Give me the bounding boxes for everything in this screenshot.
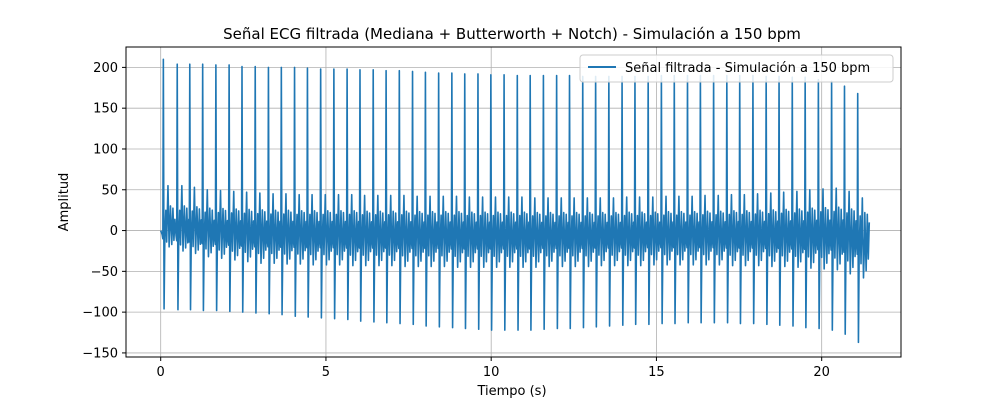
- series-line-signal: [159, 58, 871, 344]
- legend-entry-signal: Señal filtrada - Simulación a 150 bpm: [625, 61, 870, 76]
- y-axis-ticks: −150 −100 −50 0 50 100 150 200: [82, 61, 126, 361]
- y-tick-label: −150: [82, 346, 118, 361]
- y-tick-label: 50: [101, 183, 118, 198]
- plot-area: [159, 58, 871, 344]
- y-axis-label: Amplitud: [57, 173, 72, 232]
- x-axis-label: Tiempo (s): [476, 384, 546, 399]
- legend: Señal filtrada - Simulación a 150 bpm: [579, 54, 894, 83]
- y-tick-label: −100: [82, 306, 118, 321]
- y-tick-label: −50: [91, 265, 118, 280]
- y-tick-label: 150: [93, 102, 118, 117]
- x-tick-label: 20: [813, 365, 830, 380]
- x-tick-label: 0: [157, 365, 165, 380]
- axes-frame: [125, 46, 902, 358]
- x-axis-ticks: 0 5 10 15 20: [157, 357, 830, 380]
- legend-box: [579, 54, 894, 83]
- y-tick-label: 200: [93, 61, 118, 76]
- y-tick-label: 0: [110, 224, 118, 239]
- x-tick-label: 15: [648, 365, 665, 380]
- x-tick-label: 10: [483, 365, 500, 380]
- chart-title: Señal ECG filtrada (Mediana + Butterwort…: [223, 25, 801, 43]
- x-tick-label: 5: [322, 365, 330, 380]
- y-tick-label: 100: [93, 142, 118, 157]
